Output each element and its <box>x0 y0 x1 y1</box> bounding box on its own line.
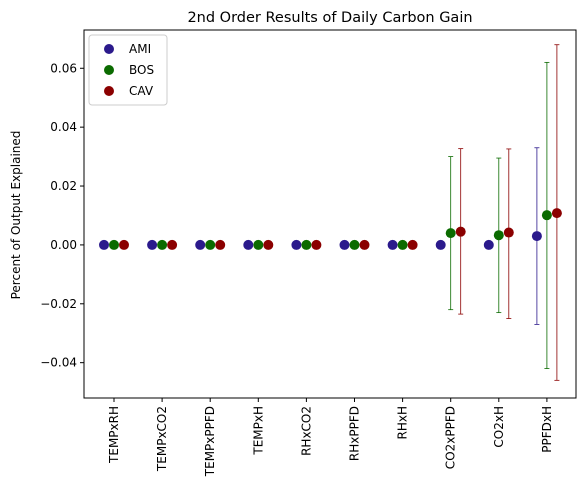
plot-area: −0.04 −0.02 0.00 0.02 0.04 0.06 TEMPxRH TEMPxCO… <box>40 44 562 477</box>
point-bos <box>109 239 119 250</box>
x-tick-label: TEMPxRH <box>107 406 121 464</box>
chart-title: 2nd Order Results of Daily Carbon Gain <box>187 10 472 26</box>
point-cav <box>311 239 322 250</box>
legend-marker-cav <box>104 86 114 96</box>
legend-label-cav: CAV <box>129 84 154 98</box>
point-bos <box>445 228 456 239</box>
point-bos <box>349 239 360 250</box>
point-bos <box>205 239 216 250</box>
point-cav <box>263 239 274 250</box>
point-ami <box>147 239 158 250</box>
x-tick-label: RHxCO2 <box>299 406 313 456</box>
point-bos <box>397 239 408 250</box>
x-tick-label: RHxH <box>396 406 410 440</box>
point-cav <box>119 239 129 250</box>
legend-box <box>88 34 168 106</box>
point-cav <box>503 227 514 238</box>
point-bos <box>493 230 504 241</box>
y-tick-label: −0.02 <box>40 297 77 311</box>
point-ami <box>387 239 398 250</box>
point-cav <box>455 226 466 237</box>
point-cav <box>551 208 562 219</box>
legend-marker-bos <box>104 65 114 75</box>
x-tick-label: TEMPxCO2 <box>155 406 169 472</box>
point-ami <box>483 239 494 250</box>
point-bos <box>253 239 264 250</box>
legend-label-bos: BOS <box>129 63 154 77</box>
y-tick-label: 0.00 <box>50 238 77 252</box>
point-ami <box>531 231 542 242</box>
point-cav <box>167 239 178 250</box>
x-tick-label: PPFDxH <box>540 406 554 453</box>
point-ami <box>435 239 446 250</box>
point-cav <box>215 239 226 250</box>
point-ami <box>291 239 302 250</box>
y-tick-label: −0.04 <box>40 356 77 370</box>
legend-label-ami: AMI <box>129 42 151 56</box>
x-tick-label: TEMPxH <box>251 406 265 456</box>
point-bos <box>301 239 312 250</box>
point-cav <box>359 239 370 250</box>
y-tick-label: 0.06 <box>50 61 77 75</box>
x-tick-label: CO2xH <box>492 406 506 448</box>
point-ami <box>243 239 254 250</box>
y-tick-label: 0.04 <box>50 120 77 134</box>
point-ami <box>339 239 350 250</box>
plot-frame <box>83 29 577 399</box>
legend: AMI BOS CAV <box>88 34 168 106</box>
point-ami <box>195 239 206 250</box>
x-tick-label: RHxPPFD <box>348 406 362 461</box>
x-tick-label: TEMPxPPFD <box>203 406 217 477</box>
y-axis-label: Percent of Output Explained <box>9 131 23 300</box>
point-bos <box>157 239 168 250</box>
legend-marker-ami <box>104 44 114 54</box>
point-bos <box>541 210 552 221</box>
y-tick-label: 0.02 <box>50 179 77 193</box>
point-cav <box>407 239 418 250</box>
x-tick-label: CO2xPPFD <box>444 406 458 469</box>
point-ami <box>99 239 109 250</box>
